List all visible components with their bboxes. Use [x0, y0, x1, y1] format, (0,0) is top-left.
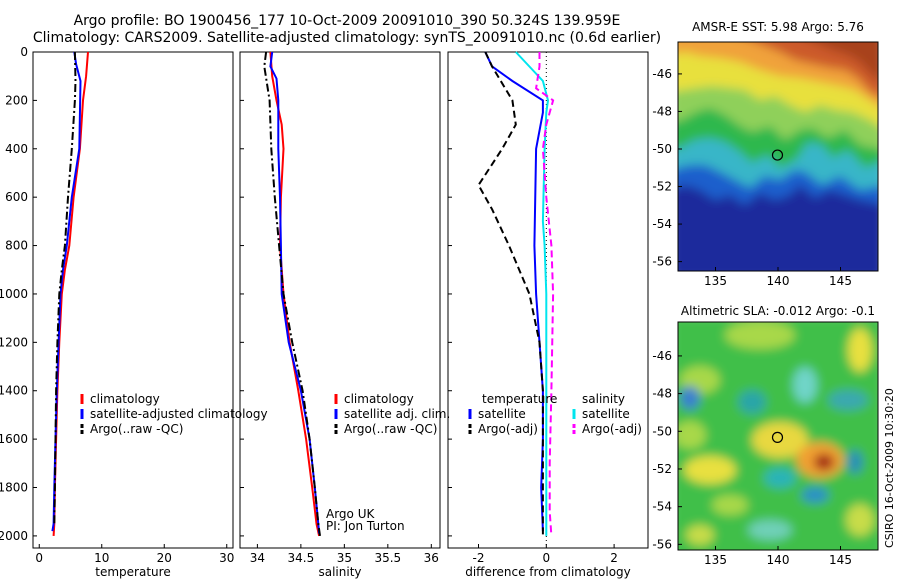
legend-entry: climatology	[344, 392, 414, 406]
annotation-text: PI: Jon Turton	[326, 519, 405, 533]
legend-entry: satellite-adjusted climatology	[90, 407, 268, 421]
legend-entry: Argo(-adj)	[582, 422, 642, 436]
y-tick-label: 1600	[0, 432, 28, 446]
annotation-text: Argo UK	[326, 507, 375, 521]
map-y-tick-label: -50	[652, 424, 672, 438]
argo-float-position-marker	[771, 431, 784, 443]
legend-entry: Argo(-adj)	[478, 422, 538, 436]
map-x-tick-label: 135	[704, 553, 727, 567]
series-line-2-3	[535, 52, 555, 536]
y-tick-label: 2000	[0, 529, 28, 543]
x-tick-label: 35.5	[374, 551, 401, 565]
y-tick-label: 600	[5, 190, 28, 204]
map-y-tick-label: -48	[652, 387, 672, 401]
map-y-tick-label: -46	[652, 349, 672, 363]
series-line-0-1	[51, 51, 82, 532]
x-tick-label: 36	[424, 551, 439, 565]
map-y-tick-label: -54	[652, 217, 672, 231]
map-x-tick-label: 140	[767, 274, 790, 288]
map-y-tick-label: -46	[652, 67, 672, 81]
x-tick-label: 2	[610, 551, 618, 565]
map-y-tick-label: -52	[652, 462, 672, 476]
x-tick-label: 34	[250, 551, 265, 565]
argo-float-position-marker	[771, 149, 784, 161]
sla-map-field	[678, 322, 878, 550]
x-tick-label: -2	[473, 551, 485, 565]
legend-entry: Argo(..raw -QC)	[90, 422, 183, 436]
x-tick-label: 35	[337, 551, 352, 565]
y-tick-label: 800	[5, 239, 28, 253]
salinity-panel: 34 34.5 35 35.5 36 salinity climatologysatelli…	[239, 51, 450, 579]
y-tick-label: 0	[20, 45, 28, 59]
x-tick-label: 34.5	[288, 551, 315, 565]
x-axis-label: difference from climatology	[465, 565, 631, 579]
plot-frame	[32, 51, 234, 549]
x-tick-label: 0	[542, 551, 550, 565]
map-x-tick-label: 135	[704, 274, 727, 288]
legend-entry: satellite	[582, 407, 630, 421]
sst-map-field	[678, 42, 878, 271]
map-y-tick-label: -50	[652, 142, 672, 156]
legend-header-temperature: temperature	[482, 392, 557, 406]
y-tick-label: 1000	[0, 287, 28, 301]
plot-frame	[239, 51, 441, 549]
series-line-1-1	[269, 51, 321, 534]
x-tick-label: 0	[35, 551, 43, 565]
map-x-tick-label: 140	[767, 553, 790, 567]
map-y-tick-label: -54	[652, 500, 672, 514]
map-y-tick-label: -56	[652, 537, 672, 551]
sla-map-panel: Altimetric SLA: -0.012 Argo: -0.1	[652, 304, 879, 567]
x-tick-label: 30	[219, 551, 234, 565]
legend-entry: satellite adj. clim.	[344, 407, 450, 421]
map-x-tick-label: 145	[829, 553, 852, 567]
y-tick-label: 1200	[0, 335, 28, 349]
legend-entry: satellite	[478, 407, 526, 421]
y-tick-label: 400	[5, 142, 28, 156]
series-line-2-1	[477, 51, 544, 536]
footer-credit: CSIRO 16-Oct-2009 10:30:20	[883, 388, 896, 548]
x-tick-label: 20	[157, 551, 172, 565]
plot-frame	[447, 51, 649, 549]
y-tick-label: 200	[5, 93, 28, 107]
legend-entry: climatology	[90, 392, 160, 406]
series-line-2-2	[515, 51, 550, 536]
sst-map-panel: AMSR-E SST: 5.98 Argo: 5.76 135 140 145 -46…	[652, 20, 879, 288]
x-axis-label: salinity	[318, 565, 361, 579]
map-y-tick-label: -48	[652, 104, 672, 118]
map-x-tick-label: 145	[829, 274, 852, 288]
map-y-tick-label: -56	[652, 255, 672, 269]
map-y-tick-label: -52	[652, 180, 672, 194]
figure-title-line1: Argo profile: BO 1900456_177 10-Oct-2009…	[74, 13, 621, 29]
x-axis-label: temperature	[95, 565, 170, 579]
legend-entry: Argo(..raw -QC)	[344, 422, 437, 436]
series-line-1-2	[263, 51, 321, 537]
sst-map-title: AMSR-E SST: 5.98 Argo: 5.76	[692, 20, 864, 34]
y-tick-label: 1800	[0, 481, 28, 495]
series-line-0-2	[53, 51, 77, 524]
figure-title-line2: Climatology: CARS2009. Satellite-adjuste…	[33, 30, 661, 46]
sla-map-title: Altimetric SLA: -0.012 Argo: -0.1	[681, 304, 875, 318]
legend-header-salinity: salinity	[582, 392, 625, 406]
temperature-panel: 0 10 20 30 temperature 0 200 400 600 800 1000 1200 1…	[0, 45, 268, 579]
series-line-2-0	[484, 51, 544, 532]
x-tick-label: 10	[94, 551, 109, 565]
y-tick-label: 1400	[0, 384, 28, 398]
